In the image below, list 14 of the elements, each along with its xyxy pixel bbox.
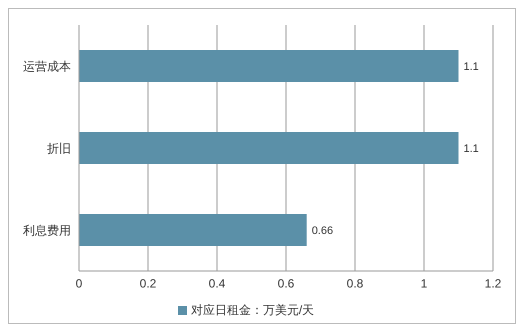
y-tick-label: 利息费用	[23, 223, 71, 238]
x-tick-label: 0.2	[140, 276, 157, 291]
data-label: 1.1	[464, 142, 479, 155]
x-tick-label: 0.4	[208, 276, 226, 291]
data-label: 1.1	[464, 60, 479, 73]
x-tick-label: 1	[420, 276, 428, 291]
legend-label: 对应日租金：万美元/天	[190, 303, 314, 317]
x-tick-label: 0.8	[346, 276, 364, 291]
x-tick-label: 1.2	[484, 276, 502, 291]
x-tick-label: 0.6	[278, 276, 295, 291]
y-tick-label: 折旧	[47, 141, 71, 156]
y-tick-label: 运营成本	[23, 59, 71, 74]
data-label: 0.66	[312, 224, 334, 237]
x-tick-label: 0	[76, 276, 83, 291]
